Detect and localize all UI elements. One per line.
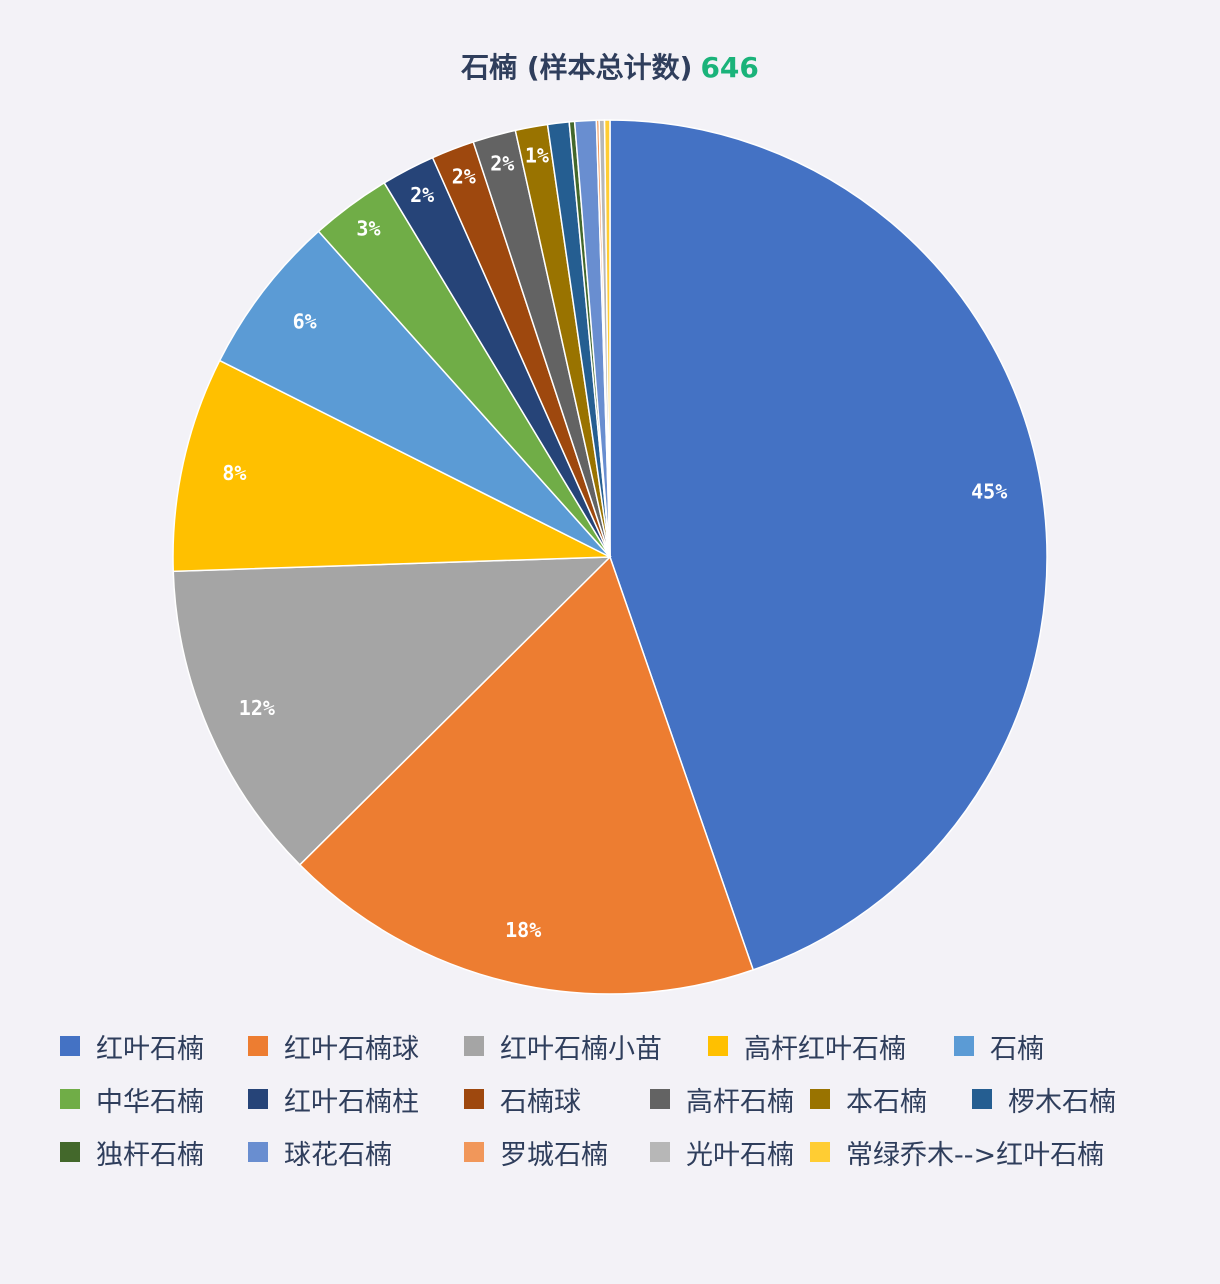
slice-label-5: 3% — [356, 217, 380, 241]
slice-label-9: 1% — [525, 144, 549, 168]
legend-item: 光叶石楠 — [650, 1132, 794, 1172]
legend-label: 球花石楠 — [284, 1139, 392, 1171]
slice-label-6: 2% — [410, 183, 434, 207]
legend-swatch — [708, 1036, 728, 1056]
legend-swatch — [248, 1036, 268, 1056]
legend-item: 高杆石楠 — [650, 1079, 794, 1119]
legend-label: 常绿乔木-->红叶石楠 — [846, 1139, 1105, 1171]
legend-item: 椤木石楠 — [972, 1079, 1116, 1119]
legend-label: 高杆红叶石楠 — [744, 1033, 906, 1065]
legend-swatch — [60, 1142, 80, 1162]
legend-item: 红叶石楠 — [60, 1026, 204, 1066]
legend: 红叶石楠 红叶石楠球 红叶石楠小苗 高杆红叶石楠 石楠中华石楠 红叶石楠柱 石楠球 高杆石楠 本… — [60, 1026, 1180, 1185]
legend-item: 红叶石楠柱 — [248, 1079, 419, 1119]
legend-item: 红叶石楠小苗 — [464, 1026, 662, 1066]
legend-item: 常绿乔木-->红叶石楠 — [810, 1132, 1104, 1172]
slice-label-0: 45% — [971, 480, 1007, 504]
slice-label-1: 18% — [505, 918, 541, 942]
legend-label: 椤木石楠 — [1008, 1086, 1116, 1118]
legend-item: 高杆红叶石楠 — [708, 1026, 906, 1066]
slice-label-4: 6% — [293, 310, 317, 334]
legend-label: 本石楠 — [846, 1086, 927, 1118]
slice-label-2: 12% — [239, 696, 275, 720]
legend-label: 石楠球 — [500, 1086, 581, 1118]
slice-label-7: 2% — [452, 164, 476, 188]
legend-swatch — [248, 1142, 268, 1162]
legend-swatch — [650, 1142, 670, 1162]
legend-label: 高杆石楠 — [686, 1086, 794, 1118]
slice-label-3: 8% — [222, 461, 246, 485]
slice-label-8: 2% — [490, 152, 514, 176]
legend-item: 球花石楠 — [248, 1132, 392, 1172]
pie-slice-2 — [172, 556, 612, 866]
legend-label: 石楠 — [990, 1033, 1044, 1065]
pie-slice-0 — [609, 119, 1048, 971]
legend-label: 光叶石楠 — [686, 1139, 794, 1171]
legend-swatch — [972, 1089, 992, 1109]
legend-label: 红叶石楠小苗 — [500, 1033, 662, 1065]
pie-slice-1 — [298, 555, 755, 995]
pie-slice-4 — [218, 230, 611, 558]
legend-swatch — [464, 1036, 484, 1056]
legend-label: 红叶石楠球 — [284, 1033, 419, 1065]
legend-row: 红叶石楠 红叶石楠球 红叶石楠小苗 高杆红叶石楠 石楠 — [60, 1026, 1180, 1079]
legend-item: 石楠 — [954, 1026, 1044, 1066]
legend-swatch — [464, 1089, 484, 1109]
pie-slice-3 — [172, 359, 611, 573]
legend-swatch — [650, 1089, 670, 1109]
chart-title: 石楠 (样本总计数) 646 — [0, 46, 1220, 86]
legend-label: 红叶石楠 — [96, 1033, 204, 1065]
legend-swatch — [954, 1036, 974, 1056]
legend-item: 本石楠 — [810, 1079, 927, 1119]
legend-item: 石楠球 — [464, 1079, 581, 1119]
legend-label: 中华石楠 — [96, 1086, 204, 1118]
legend-label: 红叶石楠柱 — [284, 1086, 419, 1118]
legend-item: 红叶石楠球 — [248, 1026, 419, 1066]
legend-label: 罗城石楠 — [500, 1139, 608, 1171]
legend-row: 中华石楠 红叶石楠柱 石楠球 高杆石楠 本石楠 椤木石楠 — [60, 1079, 1180, 1132]
pie-chart: 45% 18% 12% 8% 6% 3% 2% 2% 2% 1% — [172, 119, 1048, 995]
legend-swatch — [464, 1142, 484, 1162]
legend-swatch — [810, 1142, 830, 1162]
chart-title-text: 石楠 (样本总计数) — [461, 51, 693, 84]
legend-item: 中华石楠 — [60, 1079, 204, 1119]
legend-swatch — [60, 1089, 80, 1109]
pie-slice-15 — [603, 119, 611, 558]
legend-swatch — [248, 1089, 268, 1109]
legend-label: 独杆石楠 — [96, 1139, 204, 1171]
legend-row: 独杆石楠 球花石楠 罗城石楠 光叶石楠 常绿乔木-->红叶石楠 — [60, 1132, 1180, 1185]
legend-swatch — [810, 1089, 830, 1109]
legend-item: 独杆石楠 — [60, 1132, 204, 1172]
legend-item: 罗城石楠 — [464, 1132, 608, 1172]
sample-total: 646 — [700, 51, 759, 84]
legend-swatch — [60, 1036, 80, 1056]
